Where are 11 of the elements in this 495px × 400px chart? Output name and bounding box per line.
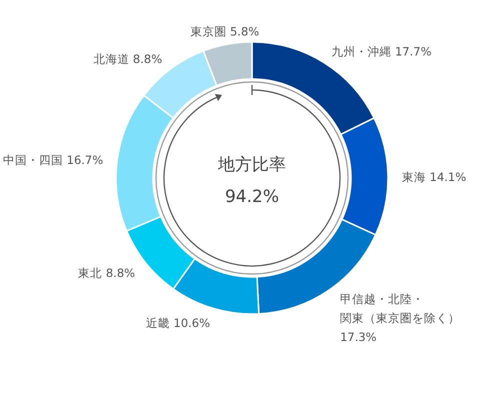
data-label: 17.3%: [340, 330, 377, 344]
text: 地方比率: [217, 155, 286, 175]
slice-label: 甲信越・北陸・関東（東京圏を除く）: [340, 292, 460, 326]
slice-label: 中国・四国 16.7%: [2, 153, 104, 168]
slice-label: 東京圏 5.8%: [190, 24, 260, 38]
slice-label: 東海 14.1%: [402, 170, 466, 184]
slice-label: 九州・沖縄 17.7%: [331, 44, 432, 59]
slice-label: 近畿 10.6%: [146, 316, 210, 330]
slice-label: 北海道 8.8%: [93, 52, 162, 66]
text: 94.2%: [224, 187, 280, 207]
slice-label: 東北 8.8%: [78, 266, 136, 280]
